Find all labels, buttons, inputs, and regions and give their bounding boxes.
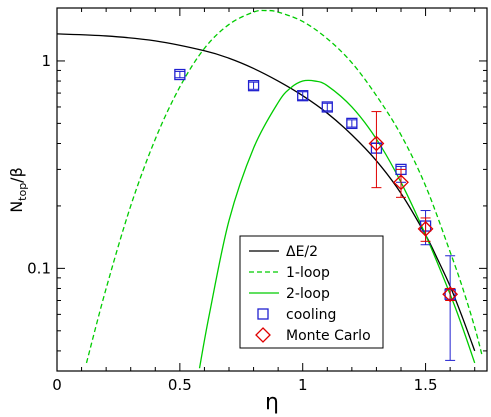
x-axis-title: η — [265, 390, 279, 415]
y-axis-title: Ntop/β — [7, 167, 29, 213]
cooling-point — [247, 80, 260, 92]
x-tick-label: 0.5 — [168, 376, 192, 394]
plot-frame — [56, 7, 488, 372]
y-tick-label: 1 — [41, 52, 51, 70]
legend-swatch-square — [257, 308, 269, 320]
cooling-point — [297, 90, 309, 102]
legend-label: cooling — [286, 307, 336, 323]
monte-carlo-point — [442, 286, 459, 303]
legend-label: 2-loop — [286, 286, 330, 302]
y-tick-label: 0.1 — [27, 259, 51, 277]
points-layer — [174, 68, 459, 361]
x-tick-label: 1.5 — [414, 376, 438, 394]
monte-carlo-point — [368, 135, 385, 152]
legend-label: ΔE/2 — [286, 244, 318, 260]
two-loop-curve — [198, 79, 476, 369]
cooling-point — [346, 117, 358, 130]
x-tick-label: 0 — [52, 376, 62, 394]
cooling-point — [174, 68, 186, 81]
delta-e-curve — [57, 33, 476, 352]
legend-label: 1-loop — [286, 265, 330, 281]
series-layer — [57, 9, 483, 369]
axes-layer: 0 0.5 1 1.5 0.1 1 — [27, 8, 487, 394]
monte-carlo-point — [393, 174, 409, 191]
legend-swatch-diamond — [255, 327, 271, 343]
cooling-point — [321, 101, 333, 113]
monte-carlo-point — [417, 220, 434, 237]
legend: ΔE/2 1-loop 2-loop cooling Monte Carlo — [239, 235, 384, 349]
legend-label: Monte Carlo — [286, 328, 371, 344]
x-tick-label: 1 — [298, 376, 308, 394]
